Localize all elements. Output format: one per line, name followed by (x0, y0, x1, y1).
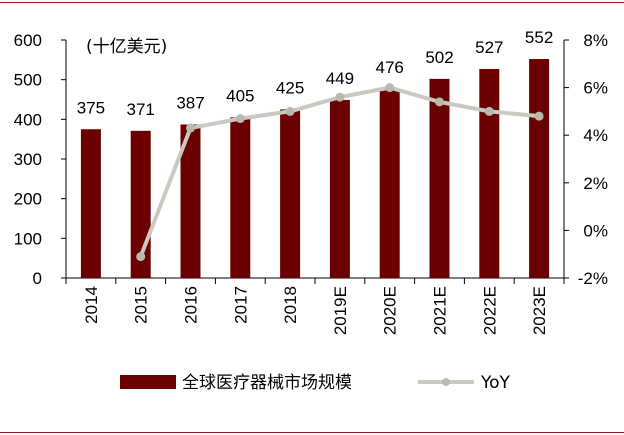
bar-2022E (479, 68, 500, 278)
y-left-tick-label: 600 (14, 31, 42, 50)
axes-layer: 0 100 200 300 400 500 600 -2% 0% 2% 4% 6% 8% 2014 2015… (14, 31, 608, 335)
yoy-point-2015 (136, 252, 146, 262)
x-tick-label: 2023E (530, 286, 549, 335)
bar-value-label: 502 (425, 48, 453, 67)
legend-marker-yoy (442, 378, 450, 386)
bar-value-label: 449 (326, 69, 354, 88)
bar-value-label: 387 (176, 93, 204, 112)
y-left-tick-label: 300 (14, 150, 42, 169)
x-tick-label: 2017 (231, 286, 250, 324)
bar-2020E (379, 89, 400, 278)
bar-2021E (429, 78, 450, 278)
y-left-tick-label: 500 (14, 71, 42, 90)
x-tick-label: 2022E (480, 286, 499, 335)
y-right-tick-label: 6% (583, 79, 608, 98)
labels-layer: 375 371 387 405 425 449 476 502 527 552 (77, 28, 554, 119)
bottom-border-line (0, 432, 624, 433)
yoy-point-2021E (435, 97, 444, 107)
y-left-tick-label: 100 (14, 229, 42, 248)
yoy-point-2020E (385, 83, 395, 93)
legend-swatch-market-size (120, 375, 176, 389)
x-tick-label: 2014 (82, 286, 101, 324)
yoy-point-2018 (285, 106, 295, 116)
legend-label-yoy: YoY (480, 373, 511, 393)
yoy-point-2016 (186, 123, 195, 133)
x-tick-label: 2015 (132, 286, 151, 324)
yoy-point-2019E (335, 92, 345, 102)
bars-layer (80, 59, 550, 279)
bar-value-label: 375 (77, 98, 105, 117)
bar-2016 (180, 124, 201, 279)
bar-2019E (329, 99, 350, 278)
yoy-point-2022E (484, 106, 494, 116)
y-right-tick-label: 0% (583, 221, 608, 240)
bar-value-label: 371 (127, 100, 155, 119)
x-tick-label: 2016 (182, 286, 201, 324)
bar-2023E (529, 59, 550, 278)
y-right-tick-label: -2% (578, 269, 608, 288)
bar-value-label: 405 (226, 86, 254, 105)
legend: 全球医疗器械市场规模 YoY (120, 373, 511, 393)
y-left-tick-label: 0 (33, 269, 42, 288)
y-right-tick-label: 2% (583, 174, 608, 193)
x-tick-label: 2019E (331, 286, 350, 335)
x-tick-label: 2021E (431, 286, 450, 335)
bar-value-label: 476 (376, 58, 404, 77)
unit-label: (十亿美元) (86, 37, 167, 57)
bar-value-label: 425 (276, 78, 304, 97)
yoy-point-2023E (534, 111, 544, 121)
bar-value-label: 552 (525, 28, 553, 47)
y-right-tick-label: 8% (583, 31, 608, 50)
bar-2017 (230, 117, 251, 278)
top-border-line (0, 2, 624, 3)
x-tick-label: 2020E (381, 286, 400, 335)
y-left-tick-label: 400 (14, 110, 42, 129)
yoy-line-layer (136, 83, 544, 262)
bar-value-label: 527 (475, 38, 503, 57)
legend-label-market-size: 全球医疗器械市场规模 (182, 373, 352, 393)
bar-2018 (280, 109, 301, 279)
bar-2014 (80, 129, 101, 278)
y-left-tick-label: 200 (14, 190, 42, 209)
yoy-point-2017 (235, 114, 245, 124)
x-tick-label: 2018 (281, 286, 300, 324)
y-right-tick-label: 4% (583, 126, 608, 145)
